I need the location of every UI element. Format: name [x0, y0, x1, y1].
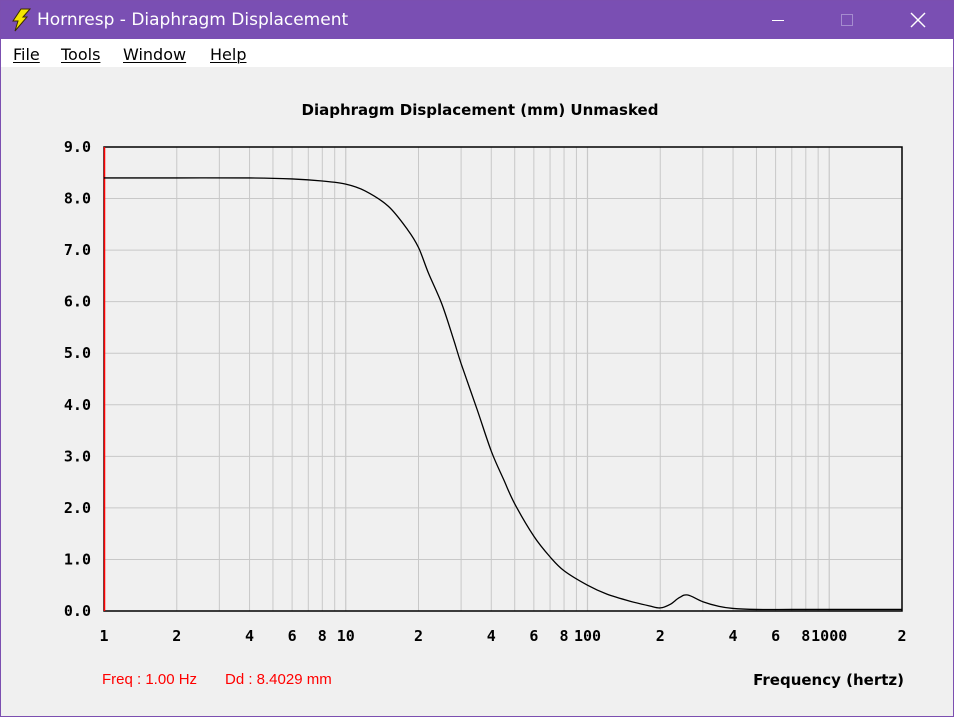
y-tick-label: 5.0	[64, 344, 91, 362]
x-tick-label: 1000	[811, 627, 847, 645]
plot-frame	[103, 146, 903, 612]
minimize-button[interactable]	[761, 1, 807, 39]
x-tick-label: 6	[529, 627, 538, 645]
x-tick-label: 2	[414, 627, 423, 645]
x-tick-label: 8	[560, 627, 569, 645]
menu-bar: File Tools Window Help	[1, 39, 953, 67]
y-tick-label: 6.0	[64, 293, 91, 311]
minimize-icon	[772, 20, 784, 21]
x-tick-label: 2	[897, 627, 906, 645]
menu-tools[interactable]: Tools	[61, 45, 101, 64]
chart-title: Diaphragm Displacement (mm) Unmasked	[302, 101, 659, 119]
title-bar[interactable]: Hornresp - Diaphragm Displacement	[1, 1, 953, 39]
close-icon	[910, 12, 926, 28]
y-tick-label: 1.0	[64, 550, 91, 568]
x-tick-label: 100	[574, 627, 601, 645]
y-tick-label: 0.0	[64, 602, 91, 620]
chart-grid	[104, 147, 902, 611]
maximize-icon	[841, 14, 853, 26]
x-tick-label: 10	[337, 627, 355, 645]
y-tick-label: 3.0	[64, 447, 91, 465]
x-tick-label: 1	[99, 627, 108, 645]
x-tick-label: 6	[771, 627, 780, 645]
lightning-bolt-icon	[12, 8, 31, 32]
displacement-chart[interactable]: Diaphragm Displacement (mm) Unmasked 0.0…	[1, 67, 953, 716]
x-tick-label: 4	[487, 627, 496, 645]
displacement-curve	[104, 177, 902, 611]
x-tick-label: 2	[656, 627, 665, 645]
menu-file[interactable]: File	[13, 45, 40, 64]
close-button[interactable]	[894, 1, 940, 39]
menu-help[interactable]: Help	[210, 45, 247, 64]
x-tick-label: 2	[172, 627, 181, 645]
y-tick-label: 2.0	[64, 499, 91, 517]
x-tick-label: 4	[245, 627, 254, 645]
y-tick-label: 4.0	[64, 396, 91, 414]
x-axis-label: Frequency (hertz)	[753, 671, 904, 689]
maximize-button[interactable]	[827, 1, 873, 39]
y-tick-label: 7.0	[64, 241, 91, 259]
x-tick-label: 4	[729, 627, 738, 645]
y-tick-label: 8.0	[64, 190, 91, 208]
x-tick-label: 8	[318, 627, 327, 645]
x-axis-ticks: 1 2 4 6 8 10 2 4 6 8 100 2 4 6 8 1000 2	[99, 627, 906, 645]
y-tick-label: 9.0	[64, 138, 91, 156]
window-title: Hornresp - Diaphragm Displacement	[37, 10, 349, 30]
menu-window[interactable]: Window	[123, 45, 187, 64]
freq-readout: Freq : 1.00 Hz	[102, 671, 197, 688]
x-tick-label: 8	[801, 627, 810, 645]
chart-area[interactable]: Diaphragm Displacement (mm) Unmasked 0.0…	[1, 67, 953, 716]
y-axis-ticks: 0.0 1.0 2.0 3.0 4.0 5.0 6.0 7.0 8.0 9.0	[64, 138, 91, 620]
x-tick-label: 6	[288, 627, 297, 645]
dd-readout: Dd : 8.4029 mm	[225, 671, 332, 688]
